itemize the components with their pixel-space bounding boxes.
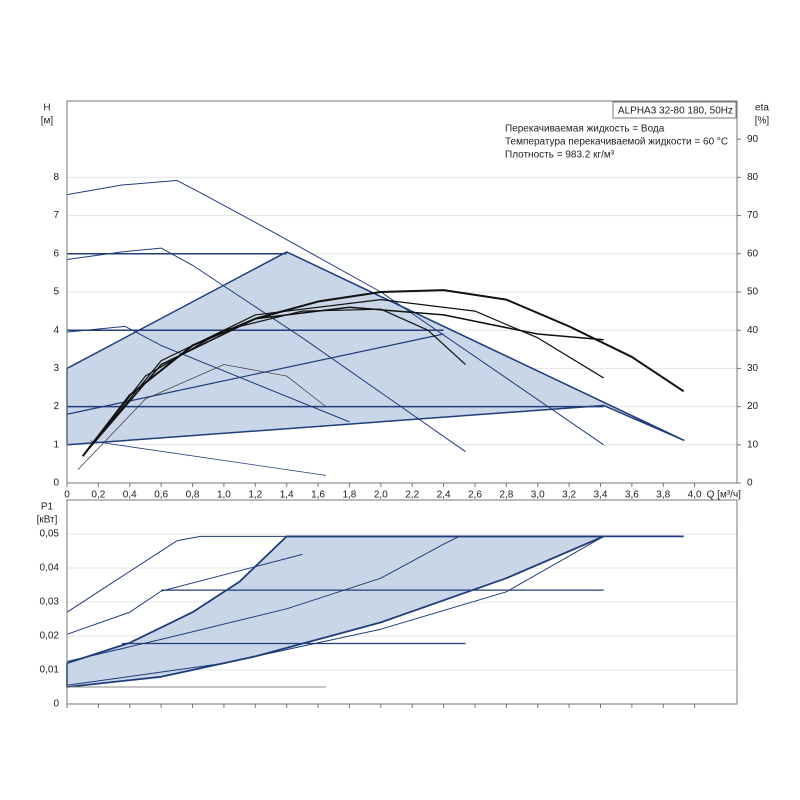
- x-tick-label: 0,6: [154, 490, 168, 501]
- x-tick-label: 1,8: [342, 490, 356, 501]
- plot-frame: [66, 100, 738, 484]
- y-axis-label: P1: [41, 502, 54, 513]
- y2-tick-label: 50: [747, 287, 759, 298]
- y-tick-label: 2: [53, 401, 59, 412]
- x-tick-label: 1,0: [217, 490, 231, 501]
- y2-tick-label: 60: [747, 248, 759, 259]
- y2-axis-unit: [%]: [755, 116, 770, 127]
- y-tick-label: 1: [53, 439, 59, 450]
- note: Плотность = 983.2 кг/м³: [505, 150, 615, 161]
- y-tick-label: 3: [53, 363, 59, 374]
- y-tick-label: 0,04: [40, 563, 60, 574]
- x-tick-label: 3,4: [594, 490, 608, 501]
- curve: [77, 364, 327, 470]
- x-tick-label: 2,6: [468, 490, 482, 501]
- x-tick-label: 2,8: [499, 490, 513, 501]
- y2-tick-label: 80: [747, 172, 759, 183]
- curve: [81, 289, 685, 457]
- operating-area: [66, 535, 605, 688]
- y-axis-unit: [кВт]: [37, 515, 58, 526]
- x-tick-label: 2,2: [405, 490, 419, 501]
- curve: [66, 325, 350, 423]
- y-axis-unit: [м]: [41, 116, 54, 127]
- y-tick-label: 0: [53, 699, 59, 710]
- x-tick-label: 1,4: [280, 490, 294, 501]
- x-tick-label: 4,0: [688, 490, 702, 501]
- x-tick-label: 2,0: [374, 490, 388, 501]
- y-axis-label: H: [43, 103, 50, 114]
- x-tick-label: 1,6: [311, 490, 325, 501]
- x-tick-label: 3,8: [656, 490, 670, 501]
- y2-tick-label: 70: [747, 210, 759, 221]
- y2-tick-label: 90: [747, 134, 759, 145]
- x-axis-label: Q [м³/ч]: [707, 490, 742, 501]
- y-tick-label: 6: [53, 248, 59, 259]
- curve: [66, 553, 303, 635]
- chart-title: ALPHA3 32-80 180, 50Hz: [618, 106, 733, 117]
- x-tick-label: 3,6: [625, 490, 639, 501]
- y-tick-label: 0,03: [40, 597, 60, 608]
- y-tick-label: 0: [53, 478, 59, 489]
- y-tick-label: 0,01: [40, 665, 60, 676]
- curve: [90, 440, 326, 476]
- x-tick-label: 0: [64, 490, 70, 501]
- y-tick-label: 4: [53, 325, 59, 336]
- y-tick-label: 5: [53, 287, 59, 298]
- curve: [66, 535, 604, 686]
- curve: [85, 308, 466, 453]
- y2-tick-label: 20: [747, 401, 759, 412]
- curve: [88, 306, 604, 450]
- curve: [88, 299, 604, 450]
- y2-tick-label: 40: [747, 325, 759, 336]
- note: Перекачиваемая жидкость = Вода: [505, 124, 665, 135]
- x-tick-label: 0,2: [91, 490, 105, 501]
- x-tick-label: 3,0: [531, 490, 545, 501]
- x-tick-label: 1,2: [248, 490, 262, 501]
- note: Температура перекачиваемой жидкости = 60…: [505, 137, 728, 148]
- x-tick-label: 0,4: [123, 490, 137, 501]
- y2-tick-label: 30: [747, 363, 759, 374]
- y2-tick-label: 0: [747, 478, 753, 489]
- y-tick-label: 0,02: [40, 631, 60, 642]
- x-tick-label: 0,8: [186, 490, 200, 501]
- title-box: [612, 101, 737, 119]
- curve: [66, 535, 287, 613]
- y-tick-label: 7: [53, 210, 59, 221]
- plot-frame: [66, 499, 738, 705]
- y-tick-label: 0,05: [40, 529, 60, 540]
- y-tick-label: 8: [53, 172, 59, 183]
- x-tick-label: 3,2: [562, 490, 576, 501]
- x-tick-label: 2,4: [437, 490, 451, 501]
- y2-axis-label: eta: [755, 103, 769, 114]
- y2-tick-label: 10: [747, 439, 759, 450]
